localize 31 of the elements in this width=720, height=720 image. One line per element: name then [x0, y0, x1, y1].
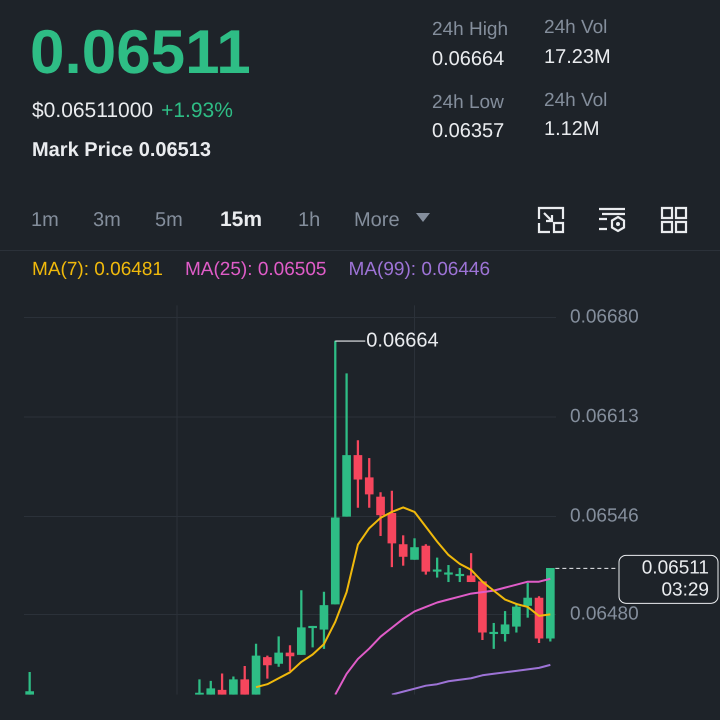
- text: More: [354, 209, 400, 231]
- y-tick-label: 0.06613: [570, 406, 639, 428]
- candlestick: [432, 558, 442, 578]
- text: 24h High: [432, 19, 508, 40]
- text: 0.06357: [432, 120, 504, 142]
- y-tick-label: 0.06480: [570, 604, 639, 625]
- text: Mark Price 0.06513: [32, 139, 212, 161]
- y-tick-label: 0.06680: [570, 306, 639, 328]
- text: 1m: [31, 209, 59, 231]
- candlestick: [308, 626, 317, 648]
- y-tick-label: 0.06546: [570, 506, 639, 527]
- chart-title: 0.06511: [30, 18, 251, 87]
- candlestick: [489, 622, 498, 649]
- candlestick: [455, 568, 464, 582]
- text: 3m: [93, 209, 121, 231]
- ref-line-label: 0.06511 03:29: [642, 558, 709, 601]
- text: 15m: [220, 208, 262, 231]
- annotation: 0.06664: [366, 330, 439, 352]
- text: MA(99): 0.06446: [348, 259, 490, 281]
- text: 24h Vol: [544, 90, 608, 111]
- text: 5m: [155, 209, 183, 231]
- text: 24h Vol: [544, 17, 608, 38]
- text: 0.06664: [432, 48, 504, 70]
- text: 1.12M: [544, 118, 600, 140]
- text: 1h: [298, 209, 320, 231]
- text: +1.93%: [161, 99, 233, 122]
- text: $0.06511000: [32, 99, 154, 122]
- text: MA(25): 0.06505: [184, 259, 326, 281]
- text: 17.23M: [544, 46, 611, 68]
- text: MA(7): 0.06481: [32, 259, 163, 281]
- text: 24h Low: [432, 92, 504, 113]
